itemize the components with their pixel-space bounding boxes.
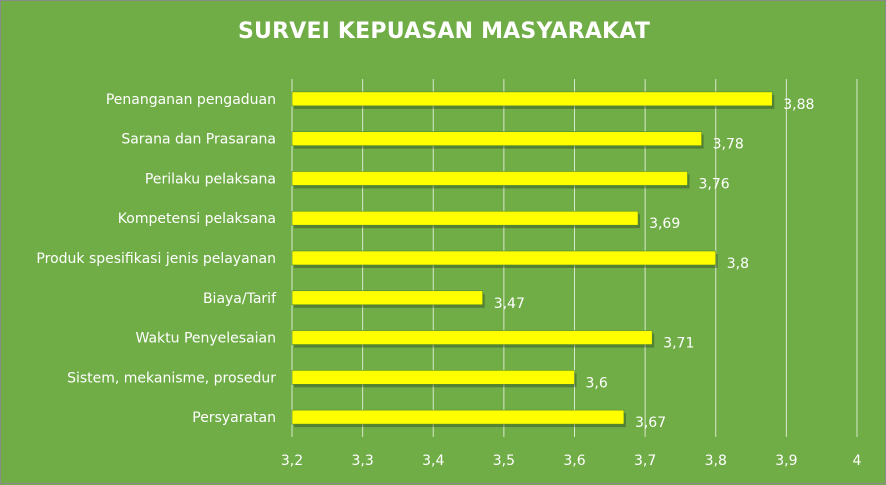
category-label: Produk spesifikasi jenis pelayanan — [36, 251, 276, 267]
category-label: Persyaratan — [192, 410, 276, 426]
x-tick-label: 4 — [853, 453, 862, 469]
x-tick-label: 3,6 — [563, 453, 585, 469]
x-tick-label: 3,9 — [775, 453, 797, 469]
data-label: 3,67 — [635, 415, 666, 431]
bar — [291, 171, 688, 186]
category-label: Perilaku pelaksana — [145, 171, 276, 187]
data-label: 3,69 — [649, 216, 680, 232]
bar — [291, 91, 773, 107]
data-label: 3,78 — [713, 137, 744, 153]
x-tick-label: 3,2 — [281, 453, 303, 469]
bar — [291, 330, 653, 345]
data-label: 3,71 — [663, 336, 694, 352]
x-tick-label: 3,3 — [351, 453, 373, 469]
bar — [291, 250, 717, 266]
data-label: 3,88 — [783, 97, 814, 113]
bar — [291, 210, 639, 226]
category-label: Penanganan pengaduan — [106, 92, 276, 108]
x-tick-label: 3,8 — [705, 453, 727, 469]
x-tick-label: 3,5 — [493, 453, 515, 469]
category-label: Biaya/Tarif — [203, 291, 277, 307]
data-label: 3,8 — [727, 256, 749, 272]
bar — [291, 131, 702, 146]
data-label: 3,47 — [494, 296, 525, 312]
category-label: Waktu Penyelesaian — [136, 331, 277, 347]
category-label: Sarana dan Prasarana — [121, 132, 276, 148]
category-label: Sistem, mekanisme, prosedur — [67, 370, 276, 386]
data-label: 3,6 — [586, 375, 608, 391]
bar — [291, 370, 575, 385]
chart-title: SURVEI KEPUASAN MASYARAKAT — [237, 19, 651, 44]
x-tick-label: 3,7 — [634, 453, 656, 469]
x-tick-label: 3,4 — [422, 453, 444, 469]
category-label: Kompetensi pelaksana — [118, 211, 276, 227]
bar — [291, 290, 483, 306]
bar — [291, 409, 625, 425]
data-label: 3,76 — [699, 176, 730, 192]
